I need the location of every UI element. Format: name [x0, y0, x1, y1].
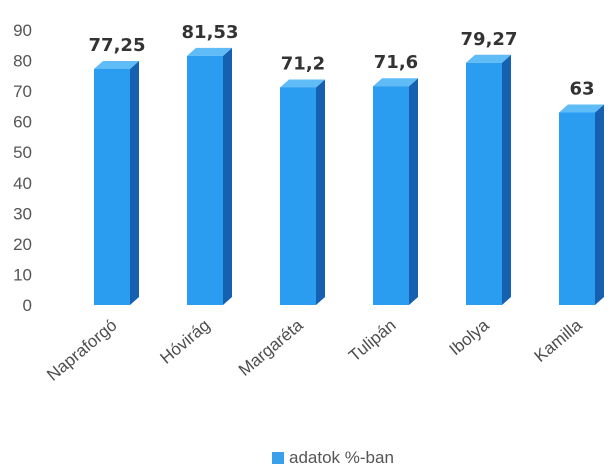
y-tick-label: 30 [13, 204, 32, 223]
x-tick-label: Tulipán [345, 316, 399, 366]
bar [280, 79, 325, 305]
bar-side [409, 78, 418, 305]
bar-side [130, 60, 139, 306]
bar-front [559, 112, 595, 305]
y-axis: 0 10 20 30 40 50 60 70 80 90 [13, 21, 32, 315]
data-labels: 77,25 81,53 71,2 71,6 79,27 63 [89, 22, 595, 100]
data-label: 79,27 [461, 29, 518, 50]
bar-front [187, 55, 223, 305]
data-label: 63 [569, 79, 594, 100]
y-tick-label: 70 [13, 82, 32, 101]
y-tick-label: 50 [13, 143, 32, 162]
data-label: 71,6 [374, 52, 418, 73]
data-label: 71,2 [281, 53, 325, 74]
y-tick-label: 0 [23, 296, 32, 315]
bar [559, 104, 604, 305]
bar-top [94, 60, 139, 69]
x-tick-label: Hóvirág [156, 316, 213, 368]
bar [466, 54, 511, 306]
bar-side [316, 79, 325, 305]
bar-top [466, 54, 511, 63]
y-tick-label: 20 [13, 235, 32, 254]
legend-swatch [272, 452, 284, 464]
bar [94, 60, 139, 306]
bar-front [94, 68, 130, 305]
y-tick-label: 60 [13, 113, 32, 132]
bar-side [223, 47, 232, 305]
bar-top [280, 79, 325, 88]
y-tick-label: 90 [13, 21, 32, 40]
legend: adatok %-ban [272, 448, 394, 465]
data-label: 81,53 [182, 22, 239, 43]
bar-side [595, 104, 604, 305]
legend-label: adatok %-ban [289, 448, 394, 465]
x-tick-label: Kamilla [531, 315, 586, 366]
y-tick-label: 10 [13, 265, 32, 284]
y-tick-label: 80 [13, 52, 32, 71]
bar-front [466, 62, 502, 306]
x-tick-label: Margaréta [235, 315, 307, 380]
x-axis: Napraforgó Hóvirág Margaréta Tulipán Ibolya K… [43, 315, 586, 385]
x-tick-label: Napraforgó [43, 316, 120, 385]
bars [94, 47, 604, 306]
bar-top [187, 47, 232, 56]
bar-top [373, 78, 418, 87]
data-label: 77,25 [89, 35, 146, 56]
y-tick-label: 40 [13, 174, 32, 193]
x-tick-label: Ibolya [446, 315, 493, 359]
bar-side [502, 54, 511, 306]
bar [187, 47, 232, 305]
bar-top [559, 104, 604, 113]
bar-front [373, 86, 409, 305]
bar-front [280, 87, 316, 305]
bar [373, 78, 418, 305]
